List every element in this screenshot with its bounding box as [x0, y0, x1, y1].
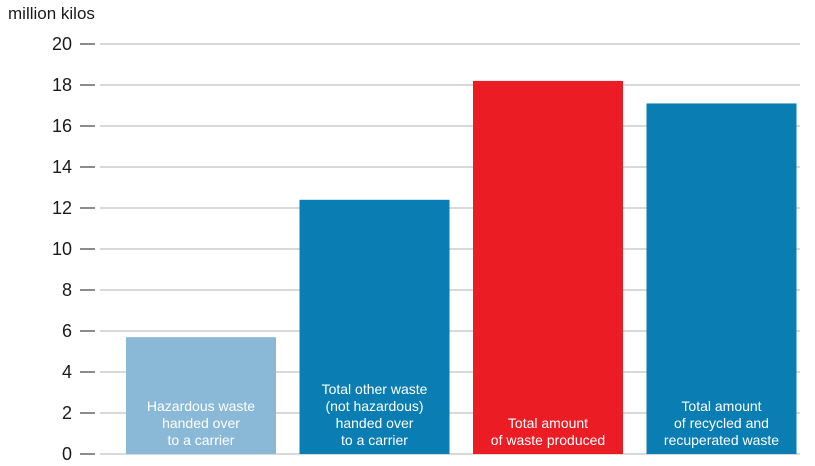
bar-3-label-line-1: Total amount: [508, 415, 588, 431]
bar-4-label-line-2: of recycled and: [674, 415, 769, 431]
bar-2-label-line-1: Total other waste: [322, 381, 428, 397]
y-axis-ticks: 0 2 4 6 8 10 12 14 16 18 20: [52, 34, 95, 464]
y-axis-unit-label: million kilos: [8, 4, 95, 23]
y-tick-label-0: 0: [62, 444, 72, 461]
bars: [126, 80, 797, 455]
bar-1-label-line-3: to a carrier: [168, 432, 235, 448]
y-tick-label-14: 14: [52, 157, 72, 177]
y-tick-label-4: 4: [62, 362, 72, 382]
bar-1: [126, 337, 276, 454]
y-tick-label-20: 20: [52, 34, 72, 54]
bar-4: [646, 103, 797, 454]
bar-2-label-line-4: to a carrier: [341, 432, 408, 448]
y-tick-label-2: 2: [62, 403, 72, 423]
y-tick-label-16: 16: [52, 116, 72, 136]
y-tick-label-18: 18: [52, 75, 72, 95]
y-tick-label-12: 12: [52, 198, 72, 218]
bar-3-label-line-2: of waste produced: [491, 432, 605, 448]
bar-1-label-line-1: Hazardous waste: [147, 398, 255, 414]
bar-3: [473, 80, 623, 455]
bar-4-label-line-1: Total amount: [681, 398, 761, 414]
y-tick-label-8: 8: [62, 280, 72, 300]
bar-2: [299, 199, 450, 454]
bar-4-label-line-3: recuperated waste: [664, 432, 779, 448]
y-tick-label-6: 6: [62, 321, 72, 341]
bar-2-label-line-3: handed over: [336, 415, 414, 431]
bar-1-label-line-2: handed over: [162, 415, 240, 431]
bar-2-label-line-2: (not hazardous): [325, 398, 423, 414]
y-tick-label-10: 10: [52, 239, 72, 259]
